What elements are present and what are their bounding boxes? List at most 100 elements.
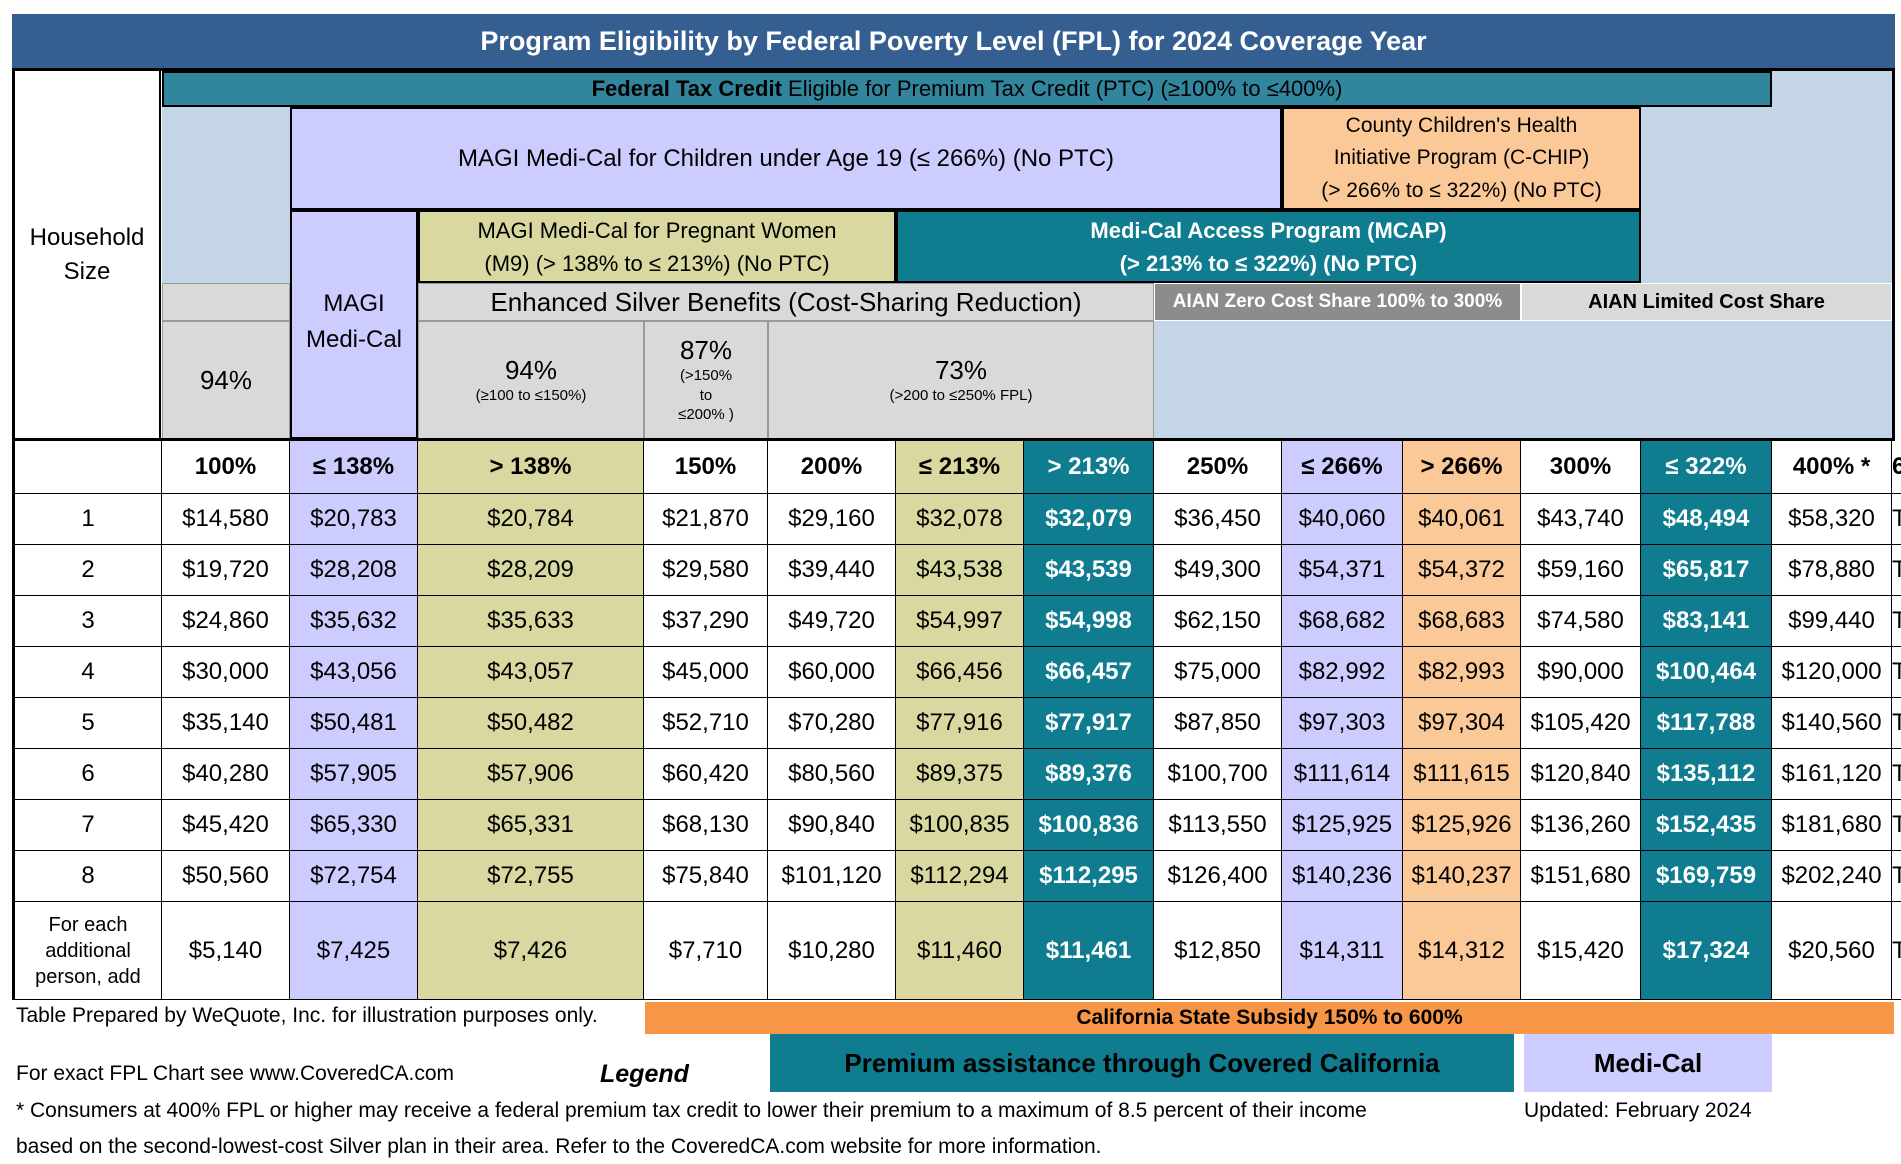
fpl-value-cell: $57,905 (290, 749, 418, 800)
column-header: 150% (644, 441, 768, 494)
ptc-text: Eligible for Premium Tax Credit (PTC) (≥… (781, 76, 1343, 101)
fpl-value-cell: $161,120 (1772, 749, 1892, 800)
csr-grey-lead (162, 283, 290, 321)
additional-value-cell: $12,850 (1154, 902, 1282, 1000)
cchip-line-3: (> 266% to ≤ 322%) (No PTC) (1321, 178, 1602, 202)
fpl-value-cell: $140,560 (1772, 698, 1892, 749)
fpl-value-cell: $21,870 (644, 494, 768, 545)
fpl-value-cell: $43,538 (896, 545, 1024, 596)
fpl-value-cell: $82,992 (1282, 647, 1403, 698)
fpl-value-cell: $72,755 (418, 851, 644, 902)
household-size-cell: 8 (15, 851, 162, 902)
household-size-cell: 2 (15, 545, 162, 596)
fpl-value-cell: $36,450 (1154, 494, 1282, 545)
page-title: Program Eligibility by Federal Poverty L… (12, 14, 1895, 68)
fpl-chart-note: For exact FPL Chart see www.CoveredCA.co… (16, 1062, 455, 1085)
fpl-value-cell: TBD (1892, 749, 1901, 800)
fpl-value-cell: $126,400 (1154, 851, 1282, 902)
fpl-value-cell: $77,917 (1024, 698, 1154, 749)
fpl-value-cell: $20,783 (290, 494, 418, 545)
fpl-value-cell: $48,494 (1641, 494, 1772, 545)
fpl-value-cell: $181,680 (1772, 800, 1892, 851)
fpl-value-cell: $82,993 (1403, 647, 1521, 698)
fpl-value-cell: $83,141 (1641, 596, 1772, 647)
cchip-block: County Children's Health Initiative Prog… (1282, 107, 1641, 210)
fpl-value-cell: $68,683 (1403, 596, 1521, 647)
column-header: > 213% (1024, 441, 1154, 494)
household-size-cell: 6 (15, 749, 162, 800)
cchip-line-1: County Children's Health (1345, 113, 1578, 137)
fpl-value-cell: $29,580 (644, 545, 768, 596)
fpl-value-cell: $50,481 (290, 698, 418, 749)
csr-87-pct: 87% (679, 335, 733, 366)
fpl-value-cell: $68,130 (644, 800, 768, 851)
magi-children-block: MAGI Medi-Cal for Children under Age 19 … (290, 107, 1282, 210)
cchip-line-2: Initiative Program (C-CHIP) (1333, 146, 1590, 170)
additional-value-cell: $11,461 (1024, 902, 1154, 1000)
fpl-value-cell: $66,457 (1024, 647, 1154, 698)
fpl-value-cell: $60,420 (644, 749, 768, 800)
mcap-line-2: (> 213% to ≤ 322%) (No PTC) (1119, 250, 1418, 276)
household-size-cell: 7 (15, 800, 162, 851)
fpl-value-cell: $32,078 (896, 494, 1024, 545)
fpl-value-cell: TBD (1892, 494, 1901, 545)
fpl-value-cell: TBD (1892, 800, 1901, 851)
additional-value-cell: TBD (1892, 902, 1901, 1000)
fpl-value-cell: $89,375 (896, 749, 1024, 800)
column-header: 300% (1521, 441, 1641, 494)
footnote-line-2: based on the second-lowest-cost Silver p… (16, 1135, 1102, 1158)
additional-value-cell: $15,420 (1521, 902, 1641, 1000)
fpl-value-cell: $52,710 (644, 698, 768, 749)
fpl-value-cell: $97,304 (1403, 698, 1521, 749)
fpl-value-cell: $169,759 (1641, 851, 1772, 902)
state-subsidy-bar: California State Subsidy 150% to 600% (645, 1002, 1894, 1034)
csr-73-range: (>200 to ≤250% FPL) (889, 386, 1033, 404)
fpl-value-cell: $54,997 (896, 596, 1024, 647)
fpl-value-cell: $24,860 (162, 596, 290, 647)
aian-limited-block: AIAN Limited Cost Share (1521, 283, 1892, 321)
fpl-value-cell: $202,240 (1772, 851, 1892, 902)
fpl-value-cell: $20,784 (418, 494, 644, 545)
additional-label-line: additional (45, 939, 131, 962)
fpl-value-cell: $28,208 (290, 545, 418, 596)
additional-label-line: For each (48, 913, 128, 936)
column-header: 200% (768, 441, 896, 494)
fpl-value-cell: $62,150 (1154, 596, 1282, 647)
fpl-value-cell: $59,160 (1521, 545, 1641, 596)
prepared-note: Table Prepared by WeQuote, Inc. for illu… (16, 1004, 598, 1027)
fpl-value-cell: $14,580 (162, 494, 290, 545)
fpl-value-cell: $100,835 (896, 800, 1024, 851)
additional-value-cell: $7,425 (290, 902, 418, 1000)
fpl-value-cell: $77,916 (896, 698, 1024, 749)
mcap-block: Medi-Cal Access Program (MCAP) (> 213% t… (896, 210, 1641, 283)
fpl-value-cell: $43,539 (1024, 545, 1154, 596)
fpl-value-cell: $40,061 (1403, 494, 1521, 545)
fpl-value-cell: $75,000 (1154, 647, 1282, 698)
additional-label-line: person, add (35, 965, 141, 988)
fpl-value-cell: $45,000 (644, 647, 768, 698)
fpl-value-cell: $54,998 (1024, 596, 1154, 647)
csr-first: 94% (162, 321, 290, 439)
column-header: 250% (1154, 441, 1282, 494)
additional-value-cell: $17,324 (1641, 902, 1772, 1000)
fpl-value-cell: $90,000 (1521, 647, 1641, 698)
additional-value-cell: $14,311 (1282, 902, 1403, 1000)
fpl-value-cell: $50,560 (162, 851, 290, 902)
fpl-value-cell: $43,057 (418, 647, 644, 698)
column-header: 400% * (1772, 441, 1892, 494)
column-header: > 266% (1403, 441, 1521, 494)
fpl-value-cell: $65,330 (290, 800, 418, 851)
csr-94-range: (≥100 to ≤150%) (475, 386, 587, 404)
magi-children-label: MAGI Medi-Cal for Children under Age 19 … (457, 144, 1115, 172)
fpl-value-cell: $80,560 (768, 749, 896, 800)
fpl-value-cell: $89,376 (1024, 749, 1154, 800)
fpl-value-cell: $43,740 (1521, 494, 1641, 545)
column-header: ≤ 266% (1282, 441, 1403, 494)
magi-pregnant-line-1: MAGI Medi-Cal for Pregnant Women (477, 217, 837, 243)
aian-zero-label: AIAN Zero Cost Share 100% to 300% (1172, 291, 1503, 312)
fpl-value-cell: $30,000 (162, 647, 290, 698)
fpl-value-cell: $100,836 (1024, 800, 1154, 851)
mcap-line-1: Medi-Cal Access Program (MCAP) (1090, 217, 1447, 243)
column-header: ≤ 138% (290, 441, 418, 494)
fpl-value-cell: TBD (1892, 647, 1901, 698)
